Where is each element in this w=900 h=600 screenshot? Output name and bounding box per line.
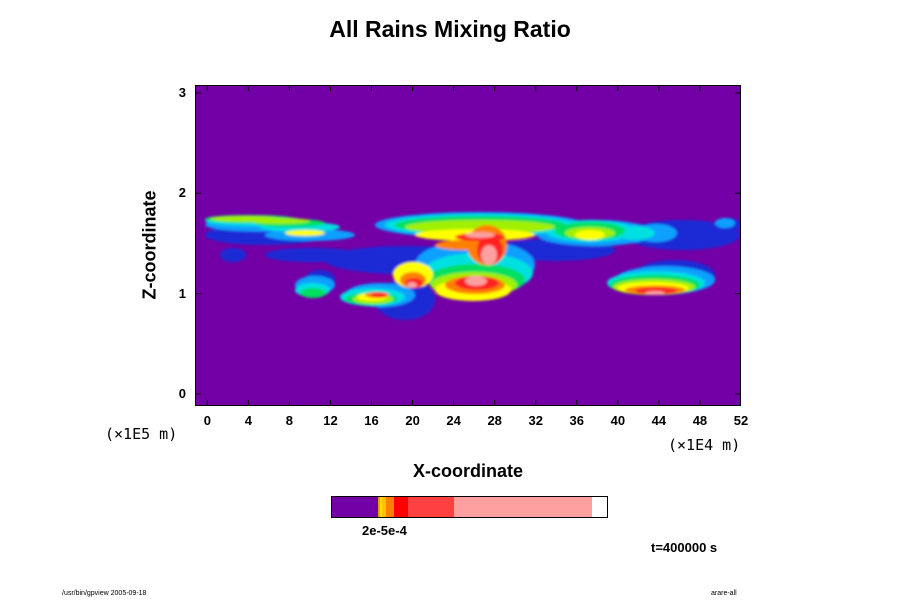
plot-frame: [195, 85, 741, 406]
x-tick-label: 4: [244, 413, 252, 428]
x-tick-label: 52: [733, 413, 749, 428]
y-tick-label: 0: [178, 385, 186, 401]
x-tick-label: 36: [569, 413, 585, 428]
colorbar-segment: [332, 497, 378, 517]
x-tick-label: 44: [651, 413, 667, 428]
time-label: t=400000 s: [651, 540, 718, 555]
x-tick-label: 32: [528, 413, 543, 428]
contour-fill-level-8: [465, 276, 487, 286]
x-tick-label: 20: [405, 413, 420, 428]
x-tick-label: 28: [487, 413, 502, 428]
contour-fill-level-0: [220, 248, 246, 262]
x-tick-label: 12: [323, 413, 338, 428]
contour-fill-level-8: [407, 282, 417, 288]
y-tick-label: 2: [178, 185, 186, 201]
x-axis-label: X-coordinate: [412, 461, 523, 481]
x-tick-label: 24: [446, 413, 461, 428]
contour-fill-level-4: [250, 218, 310, 224]
colorbar-segment: [394, 497, 408, 517]
x-tick-label: 8: [285, 413, 294, 428]
x-multiplier-label: (×1E4 m): [668, 436, 741, 454]
y-axis-label: Z-coordinate: [139, 190, 160, 300]
contour-fill-level-5: [575, 230, 605, 240]
contour-fill-level-2: [615, 226, 655, 240]
colorbar-segment: [408, 497, 454, 517]
chart-title: All Rains Mixing Ratio: [329, 16, 571, 42]
footer-right-text: arare-all: [711, 590, 737, 597]
x-tick-label: 0: [203, 413, 211, 428]
contour-fill-level-7: [371, 292, 387, 298]
contour-fill-level-8: [465, 232, 495, 238]
colorbar-label: 2e-5e-4: [362, 523, 407, 538]
heatmap-field: [195, 85, 741, 406]
y-tick-label: 1: [178, 285, 186, 301]
x-tick-label: 40: [610, 413, 626, 428]
y-multiplier-label: (×1E5 m): [105, 425, 178, 443]
colorbar-segment: [382, 497, 386, 517]
x-tick-label: 48: [692, 413, 708, 428]
contour-fill-level-5: [285, 230, 325, 236]
contour-fill-level-3: [300, 288, 326, 298]
colorbar-segment: [378, 497, 380, 517]
colorbar: [331, 496, 608, 518]
x-tick-label: 16: [364, 413, 379, 428]
contour-fill-level-8: [645, 291, 665, 295]
contour-fill-level-8: [481, 245, 497, 265]
y-tick-label: 3: [178, 85, 186, 101]
heatmap-plot-area: [195, 85, 741, 406]
colorbar-segment: [386, 497, 394, 517]
contour-fill-level-1: [715, 218, 735, 228]
colorbar-segment: [454, 497, 592, 517]
colorbar-segment: [380, 497, 382, 517]
footer-left-text: /usr/bin/gpview 2005-09-18: [62, 590, 147, 597]
